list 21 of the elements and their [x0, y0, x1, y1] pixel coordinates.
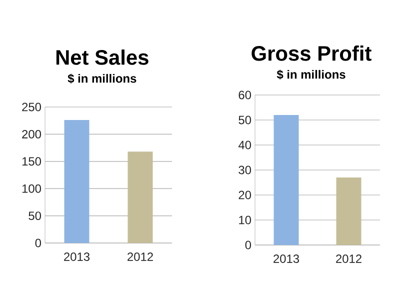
y-tick-label: 100: [22, 184, 42, 193]
y-tick-label: 20: [238, 190, 252, 200]
chart-subtitle: $ in millions: [68, 74, 136, 84]
y-tick-label: 150: [22, 157, 42, 166]
y-tick-label: 50: [28, 212, 42, 220]
x-tick-label: 2012: [336, 254, 362, 263]
y-tick-label: 10: [239, 216, 252, 224]
chart-subtitle: $ in millions: [276, 70, 346, 80]
x-tick-label: 2013: [64, 252, 90, 261]
y-tick-label: 50: [238, 116, 252, 124]
y-tick-label: 60: [238, 90, 252, 100]
chart-title: Gross Profit: [252, 46, 372, 61]
y-tick-label: 0: [245, 240, 252, 250]
y-tick-label: 30: [238, 166, 252, 174]
chart-title: Net Sales: [56, 50, 148, 65]
x-tick-label: 2013: [274, 254, 300, 263]
y-tick-label: 250: [22, 102, 42, 112]
y-tick-label: 40: [238, 140, 252, 150]
y-tick-label: 200: [22, 130, 42, 138]
y-tick-label: 0: [35, 238, 42, 248]
x-tick-label: 2012: [128, 252, 153, 261]
